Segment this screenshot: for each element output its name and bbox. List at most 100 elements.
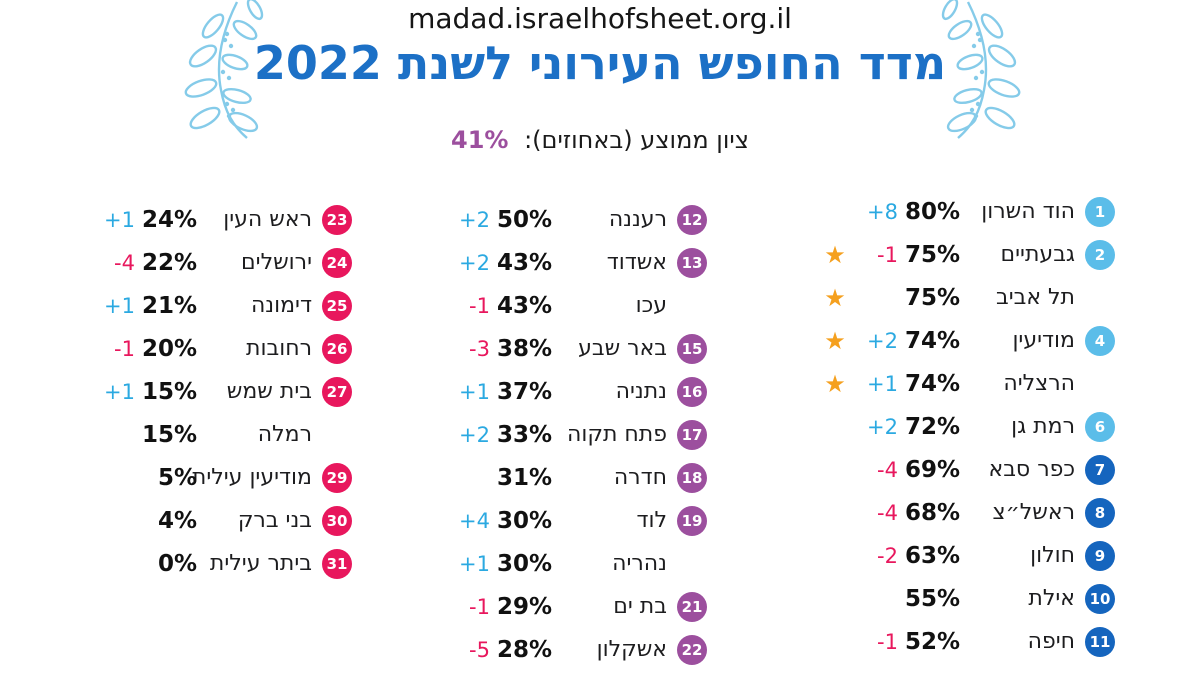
change-value: +1 xyxy=(459,379,490,404)
city-name: בת ים xyxy=(613,594,667,619)
city-name: נתניה xyxy=(615,379,667,404)
rank-badge-slot: 13 xyxy=(677,247,707,278)
change-value: +1 xyxy=(867,371,898,396)
city-name: גבעתיים xyxy=(1000,242,1075,267)
change-value: -4 xyxy=(877,500,898,525)
city-name: כפר סבא xyxy=(988,457,1076,482)
ranking-row: 2 גבעתיים 75% -1 ★ xyxy=(785,233,1115,276)
score-value: 74% xyxy=(904,370,960,397)
star-icon: ★ xyxy=(824,326,846,355)
score-value: 52% xyxy=(904,628,960,655)
ranking-row: 25 דימונה 21% +1 xyxy=(22,284,352,327)
city-name: רמת גן xyxy=(1011,414,1075,439)
star-icon: ★ xyxy=(824,240,846,269)
ranking-row: נהריה 30% +1 xyxy=(377,542,707,585)
rank-badge: 23 xyxy=(322,204,352,235)
rank-badge: 30 xyxy=(322,505,352,536)
score-value: 0% xyxy=(157,550,197,577)
ranking-row: 19 לוד 30% +4 xyxy=(377,499,707,542)
rank-badge: 4 xyxy=(1085,325,1115,356)
city-name: תל אביב xyxy=(995,285,1075,310)
rank-badge: 22 xyxy=(677,634,707,665)
ranking-row: תל אביב 75% ★ xyxy=(785,276,1115,319)
score-value: 20% xyxy=(141,335,197,362)
rank-badge: 16 xyxy=(677,376,707,407)
change-value: -4 xyxy=(114,250,135,275)
rank-badge-slot: 11 xyxy=(1085,626,1115,657)
score-value: 22% xyxy=(141,249,197,276)
score-value: 4% xyxy=(157,507,197,534)
score-value: 68% xyxy=(904,499,960,526)
score-value: 15% xyxy=(141,421,197,448)
city-name: בני ברק xyxy=(237,508,312,533)
rank-badge-slot: 21 xyxy=(677,591,707,622)
score-value: 28% xyxy=(496,636,552,663)
city-name: הרצליה xyxy=(1003,371,1075,396)
rank-badge-slot: 31 xyxy=(322,548,352,579)
city-name: רמלה xyxy=(257,422,312,447)
ranking-row: 18 חדרה 31% xyxy=(377,456,707,499)
rank-badge-slot: 24 xyxy=(322,247,352,278)
rank-badge-slot: 18 xyxy=(677,462,707,493)
rank-badge-slot: 4 xyxy=(1085,325,1115,356)
score-value: 80% xyxy=(904,198,960,225)
star-icon: ★ xyxy=(824,369,846,398)
score-value: 24% xyxy=(141,206,197,233)
ranking-row: הרצליה 74% +1 ★ xyxy=(785,362,1115,405)
ranking-row: 8 ראשל״צ 68% -4 xyxy=(785,491,1115,534)
change-value: +1 xyxy=(104,207,135,232)
city-name: דימונה xyxy=(250,293,312,318)
ranking-row: 27 בית שמש 15% +1 xyxy=(22,370,352,413)
change-value: -1 xyxy=(469,293,490,318)
ranking-row: 16 נתניה 37% +1 xyxy=(377,370,707,413)
ranking-row: 22 אשקלון 28% -5 xyxy=(377,628,707,671)
city-name: חולון xyxy=(1030,543,1075,568)
score-value: 43% xyxy=(496,249,552,276)
rank-badge: 12 xyxy=(677,204,707,235)
score-value: 15% xyxy=(141,378,197,405)
rank-badge-slot: 17 xyxy=(677,419,707,450)
change-value: -3 xyxy=(469,336,490,361)
change-value: +2 xyxy=(459,207,490,232)
change-value: -4 xyxy=(877,457,898,482)
rank-badge-slot: 16 xyxy=(677,376,707,407)
rank-badge-slot: 12 xyxy=(677,204,707,235)
ranking-row: 11 חיפה 52% -1 xyxy=(785,620,1115,663)
city-name: מודיעין עילית xyxy=(191,465,312,490)
score-value: 75% xyxy=(904,241,960,268)
city-name: הוד השרון xyxy=(981,199,1075,224)
score-value: 63% xyxy=(904,542,960,569)
rank-badge-slot: 30 xyxy=(322,505,352,536)
rank-badge-slot: 10 xyxy=(1085,583,1115,614)
change-value: +4 xyxy=(459,508,490,533)
average-score-label: ציון ממוצע (באחוזים): xyxy=(524,126,749,154)
city-name: רעננה xyxy=(608,207,667,232)
rank-badge: 2 xyxy=(1085,239,1115,270)
score-value: 31% xyxy=(496,464,552,491)
city-name: עכו xyxy=(635,293,667,318)
rank-badge: 24 xyxy=(322,247,352,278)
rank-badge-slot: 6 xyxy=(1085,411,1115,442)
change-value: +2 xyxy=(459,250,490,275)
ranking-row: עכו 43% -1 xyxy=(377,284,707,327)
change-value: -1 xyxy=(114,336,135,361)
rank-badge: 1 xyxy=(1085,196,1115,227)
rank-badge-slot: 1 xyxy=(1085,196,1115,227)
rank-badge: 31 xyxy=(322,548,352,579)
rank-badge-slot xyxy=(1085,369,1115,399)
city-name: לוד xyxy=(636,508,667,533)
city-name: חדרה xyxy=(613,465,667,490)
city-name: ביתר עילית xyxy=(209,551,312,576)
rank-badge-slot: 2 xyxy=(1085,239,1115,270)
city-name: אילת xyxy=(1028,586,1075,611)
star-icon: ★ xyxy=(824,283,846,312)
change-value: +8 xyxy=(867,199,898,224)
change-value: -2 xyxy=(877,543,898,568)
ranking-row: 6 רמת גן 72% +2 xyxy=(785,405,1115,448)
ranking-row: 26 רחובות 20% -1 xyxy=(22,327,352,370)
average-score-line: ציון ממוצע (באחוזים): 41% xyxy=(0,126,1200,154)
score-value: 50% xyxy=(496,206,552,233)
rank-badge-slot xyxy=(677,549,707,579)
ranking-column-23-31: 23 ראש העין 24% +1 24 ירושלים 22% -4 25 דימונה 21%… xyxy=(22,198,352,585)
rank-badge-slot: 27 xyxy=(322,376,352,407)
